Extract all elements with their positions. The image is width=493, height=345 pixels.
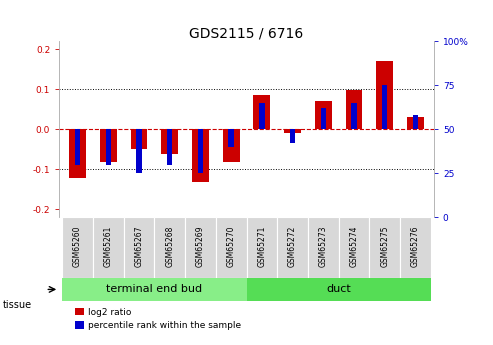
Text: GSM65269: GSM65269 xyxy=(196,226,205,267)
Bar xyxy=(246,217,277,278)
Bar xyxy=(198,129,203,174)
Bar xyxy=(376,61,393,129)
Text: GSM65272: GSM65272 xyxy=(288,226,297,267)
Bar xyxy=(339,217,369,278)
Bar xyxy=(192,129,209,182)
Bar xyxy=(62,278,246,301)
Bar xyxy=(136,129,142,174)
Text: GSM65260: GSM65260 xyxy=(73,226,82,267)
Text: GSM65274: GSM65274 xyxy=(350,226,358,267)
Bar xyxy=(413,115,418,129)
Bar xyxy=(100,129,117,162)
Bar xyxy=(407,117,424,129)
Bar xyxy=(400,217,431,278)
Bar xyxy=(93,217,124,278)
Bar xyxy=(369,217,400,278)
Text: GSM65270: GSM65270 xyxy=(227,226,236,267)
Text: duct: duct xyxy=(326,284,351,294)
Bar xyxy=(75,129,80,165)
Bar xyxy=(308,217,339,278)
Bar xyxy=(277,217,308,278)
Text: GSM65271: GSM65271 xyxy=(257,226,266,267)
Legend: log2 ratio, percentile rank within the sample: log2 ratio, percentile rank within the s… xyxy=(71,304,245,334)
Bar xyxy=(382,86,387,129)
Text: GSM65276: GSM65276 xyxy=(411,226,420,267)
Bar xyxy=(284,129,301,134)
Bar xyxy=(62,217,93,278)
Bar xyxy=(223,129,240,162)
Bar xyxy=(124,217,154,278)
Bar xyxy=(106,129,111,165)
Text: GSM65261: GSM65261 xyxy=(104,226,113,267)
Bar xyxy=(161,129,178,154)
Bar xyxy=(315,101,332,129)
Text: GSM65273: GSM65273 xyxy=(319,226,328,267)
Text: GSM65267: GSM65267 xyxy=(135,226,143,267)
Bar xyxy=(216,217,246,278)
Bar xyxy=(167,129,173,165)
Bar xyxy=(346,90,362,129)
Text: tissue: tissue xyxy=(2,300,32,310)
Bar xyxy=(246,278,431,301)
Bar xyxy=(131,129,147,149)
Title: GDS2115 / 6716: GDS2115 / 6716 xyxy=(189,26,304,40)
Bar xyxy=(259,103,265,129)
Text: GSM65268: GSM65268 xyxy=(165,226,174,267)
Text: GSM65275: GSM65275 xyxy=(380,226,389,267)
Bar xyxy=(290,129,295,144)
Bar xyxy=(69,129,86,178)
Bar xyxy=(320,108,326,129)
Bar xyxy=(228,129,234,147)
Bar xyxy=(154,217,185,278)
Bar xyxy=(351,103,357,129)
Bar xyxy=(253,95,270,129)
Bar xyxy=(185,217,216,278)
Text: terminal end bud: terminal end bud xyxy=(106,284,203,294)
